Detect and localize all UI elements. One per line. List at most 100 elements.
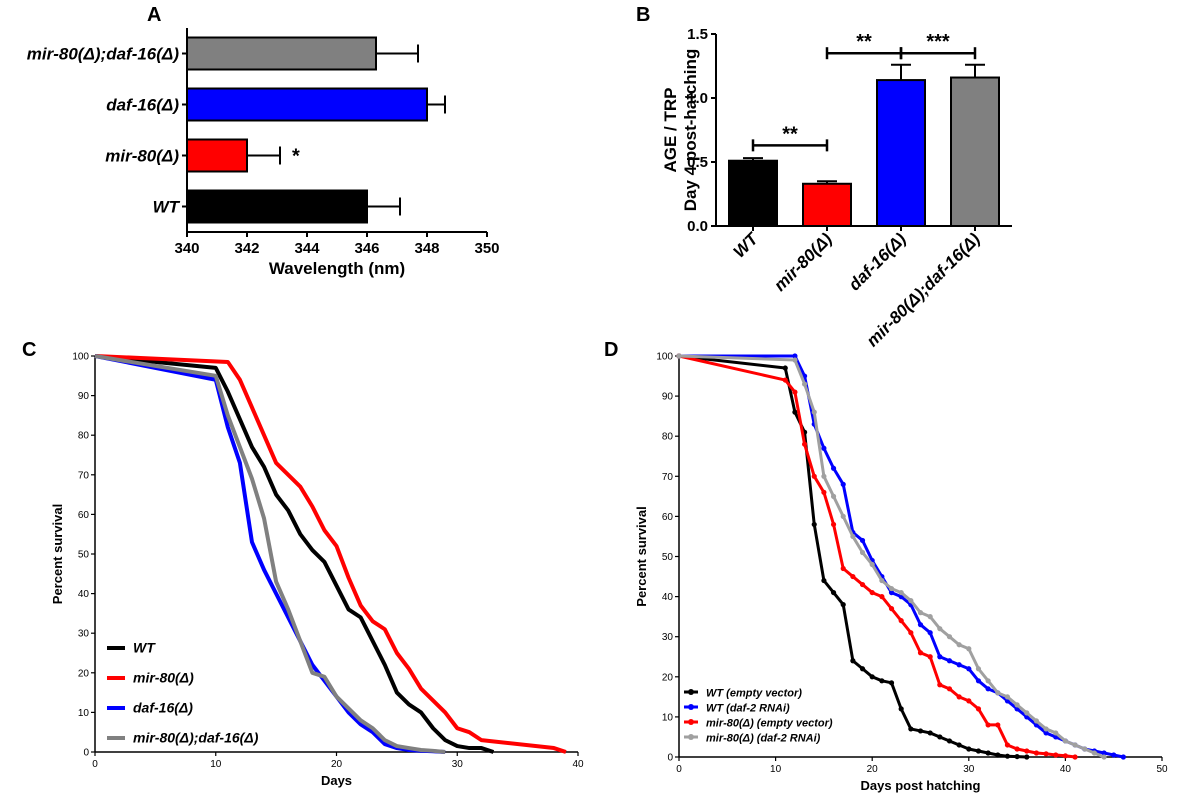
chart-b-y-axis-title: AGE / TRPDay 4 post-hatching xyxy=(661,49,700,211)
chart-d-y-axis-title: Percent survival xyxy=(634,506,649,606)
chart-d-point-wt-empty-vector xyxy=(850,658,856,664)
chart-b-bar-wt xyxy=(728,159,778,227)
chart-d-point-mir-80-daf-2-rnai xyxy=(830,493,837,499)
chart-b-y-tick-label: 1.5 xyxy=(687,26,708,43)
chart-d-point-mir-80-empty-vector xyxy=(859,581,866,588)
chart-d-point-mir-80-empty-vector xyxy=(830,521,837,528)
chart-d-point-wt-empty-vector xyxy=(811,521,817,528)
chart-c-y-tick-label: 60 xyxy=(78,510,90,521)
chart-d-point-mir-80-daf-2-rnai xyxy=(1082,746,1088,752)
chart-a-bar-mir-80-daf-16 xyxy=(186,36,377,71)
chart-d-point-mir-80-empty-vector xyxy=(792,389,798,395)
chart-d-y-tick-label: 20 xyxy=(662,672,674,683)
chart-b-category-label: WT xyxy=(730,228,763,261)
chart-d-point-wt-empty-vector xyxy=(898,706,904,712)
chart-a-bar-daf-16 xyxy=(186,87,428,122)
chart-d-point-mir-80-empty-vector xyxy=(1072,754,1078,760)
chart-d-point-wt-empty-vector xyxy=(1004,753,1011,759)
chart-d-point-mir-80-daf-2-rnai xyxy=(821,473,827,479)
chart-d-point-mir-80-daf-2-rnai xyxy=(879,577,885,584)
chart-d-point-wt-empty-vector xyxy=(985,750,991,756)
chart-d-x-axis-title: Days post hatching xyxy=(861,778,981,793)
chart-d-point-wt-empty-vector xyxy=(908,726,914,732)
chart-a-bar-wt xyxy=(186,189,368,224)
chart-d-point-wt-daf-2-rnai xyxy=(821,445,827,451)
chart-d-y-tick-label: 80 xyxy=(662,432,674,443)
chart-d-point-wt-empty-vector xyxy=(859,666,866,672)
chart-c-y-tick-label: 70 xyxy=(78,470,90,481)
chart-c-y-tick-label: 20 xyxy=(78,668,90,679)
chart-d-point-mir-80-empty-vector xyxy=(995,722,1001,728)
chart-d-point-mir-80-empty-vector xyxy=(946,686,953,692)
chart-a-x-tick-label: 348 xyxy=(414,240,439,257)
chart-d-point-wt-empty-vector xyxy=(792,409,798,415)
chart-d-point-wt-daf-2-rnai xyxy=(1111,752,1117,758)
chart-d-point-wt-empty-vector xyxy=(937,734,943,740)
chart-d-point-mir-80-daf-2-rnai xyxy=(946,634,953,640)
chart-a-x-tick-label: 346 xyxy=(354,240,379,257)
chart-c-y-tick-label: 10 xyxy=(78,708,90,719)
chart-d-survival-days-post-hatching: 0 10 20 30 40 50 60 70 80 90 100 0 10 20 30 40 50 Days po… xyxy=(634,352,1168,794)
chart-d-point-mir-80-empty-vector xyxy=(1024,748,1030,754)
chart-a-wavelength-bars: 340 342 344 346 348 350 Wavelength (nm) mir-80(… xyxy=(27,28,500,278)
chart-d-point-mir-80-empty-vector xyxy=(811,473,817,479)
chart-d-point-mir-80-empty-vector xyxy=(927,654,933,660)
chart-d-point-mir-80-daf-2-rnai xyxy=(1062,738,1068,744)
chart-d-legend-marker xyxy=(688,719,694,725)
chart-b-bar-mir-80 xyxy=(802,182,852,227)
chart-d-point-mir-80-daf-2-rnai xyxy=(975,666,982,672)
chart-a-x-tick-label: 340 xyxy=(174,240,199,257)
chart-d-point-mir-80-empty-vector xyxy=(869,589,875,596)
chart-d-point-wt-empty-vector xyxy=(927,730,933,736)
chart-d-point-wt-empty-vector xyxy=(1024,754,1030,760)
chart-d-point-wt-daf-2-rnai xyxy=(956,662,962,668)
chart-d-point-mir-80-daf-2-rnai xyxy=(801,381,808,387)
chart-d-point-wt-empty-vector xyxy=(975,748,982,754)
chart-d-x-tick-label: 30 xyxy=(963,764,975,775)
chart-d-point-mir-80-daf-2-rnai xyxy=(676,353,682,359)
chart-b-age-trp-bars: 0.0 0.5 1.0 1.5 AGE / TRPDay 4 post-hatching… xyxy=(661,26,1012,350)
chart-d-point-mir-80-daf-2-rnai xyxy=(937,626,943,632)
chart-d-point-mir-80-empty-vector xyxy=(801,441,808,447)
chart-d-point-mir-80-daf-2-rnai xyxy=(1072,742,1078,748)
chart-d-legend-label: WT (empty vector) xyxy=(706,688,802,700)
chart-d-point-mir-80-empty-vector xyxy=(1004,742,1011,748)
chart-c-y-tick-label: 100 xyxy=(72,352,89,363)
chart-d-point-wt-empty-vector xyxy=(869,674,875,680)
chart-d-point-mir-80-empty-vector xyxy=(782,377,788,383)
chart-a-x-axis-title: Wavelength (nm) xyxy=(269,259,405,278)
chart-c-x-tick-label: 20 xyxy=(331,759,343,770)
chart-d-point-mir-80-daf-2-rnai xyxy=(927,614,933,620)
chart-d-point-wt-empty-vector xyxy=(946,738,953,744)
chart-d-point-mir-80-daf-2-rnai xyxy=(1053,730,1059,736)
chart-b-y-tick-label: 1.0 xyxy=(687,90,708,107)
chart-d-point-wt-empty-vector xyxy=(995,752,1001,758)
chart-d-legend-label: mir-80(Δ) (empty vector) xyxy=(706,718,833,730)
chart-d-point-wt-daf-2-rnai xyxy=(830,465,837,471)
chart-d-point-mir-80-empty-vector xyxy=(975,706,982,712)
chart-d-point-wt-daf-2-rnai xyxy=(840,481,846,487)
chart-d-point-mir-80-empty-vector xyxy=(1014,746,1020,752)
chart-d-point-wt-daf-2-rnai xyxy=(937,654,943,660)
chart-d-point-mir-80-daf-2-rnai xyxy=(898,589,904,596)
chart-d-y-tick-label: 30 xyxy=(662,632,674,643)
chart-d-y-tick-label: 100 xyxy=(656,352,673,363)
chart-d-point-mir-80-daf-2-rnai xyxy=(908,598,914,604)
panel-letter-d: D xyxy=(604,339,618,361)
chart-b-significance-marker: ** xyxy=(782,123,798,145)
chart-d-point-wt-empty-vector xyxy=(888,680,895,686)
chart-d-point-wt-empty-vector xyxy=(1014,753,1020,760)
chart-d-point-mir-80-daf-2-rnai xyxy=(966,646,972,652)
chart-c-y-axis-title: Percent survival xyxy=(50,504,65,604)
chart-d-point-mir-80-daf-2-rnai xyxy=(811,409,817,415)
chart-d-point-mir-80-daf-2-rnai xyxy=(850,533,856,540)
chart-d-point-wt-empty-vector xyxy=(830,589,837,596)
chart-d-point-mir-80-empty-vector xyxy=(985,722,991,728)
chart-d-point-mir-80-daf-2-rnai xyxy=(1043,726,1049,732)
chart-d-y-tick-label: 90 xyxy=(662,392,674,403)
chart-d-point-wt-empty-vector xyxy=(966,746,972,752)
chart-a-bar-mir-80 xyxy=(186,138,248,173)
chart-d-point-wt-daf-2-rnai xyxy=(859,537,866,544)
chart-d-point-mir-80-empty-vector xyxy=(1062,753,1068,759)
chart-d-legend-label: mir-80(Δ) (daf-2 RNAi) xyxy=(706,733,821,745)
